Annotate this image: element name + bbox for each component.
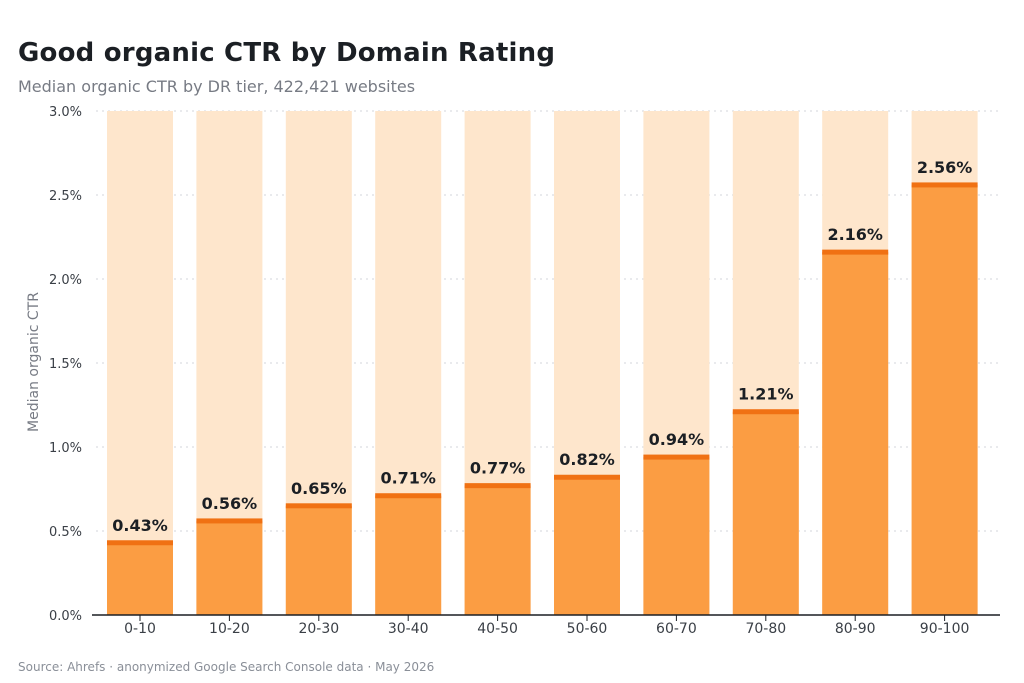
- data-label: 0.82%: [559, 450, 615, 469]
- bar: [285, 505, 352, 615]
- bar-cap: [285, 503, 352, 509]
- bar: [822, 252, 889, 615]
- data-label: 0.77%: [470, 459, 526, 478]
- chart-title: Good organic CTR by Domain Rating: [18, 38, 556, 68]
- y-axis-label: Median organic CTR: [26, 292, 42, 432]
- bar-cap: [554, 474, 620, 480]
- y-tick-label: 1.5%: [49, 357, 82, 372]
- bar: [732, 411, 799, 615]
- y-tick-label: 2.0%: [49, 273, 82, 288]
- y-tick-label: 2.5%: [49, 189, 82, 204]
- y-tick-label: 0.5%: [49, 525, 82, 540]
- bar: [107, 542, 173, 615]
- bars: [107, 182, 978, 616]
- x-tick-label: 30-40: [388, 621, 429, 637]
- data-label: 0.65%: [291, 479, 347, 498]
- x-tick-label: 60-70: [656, 621, 697, 637]
- bar: [643, 457, 710, 615]
- x-tick-label: 10-20: [209, 621, 250, 637]
- source-note: Source: Ahrefs · anonymized Google Searc…: [18, 660, 435, 674]
- data-label: 0.71%: [380, 469, 436, 488]
- data-labels: 0.43% 0.56% 0.65% 0.71% 0.77% 0.82% 0.94% 1.21%…: [112, 158, 972, 535]
- bar-track: [107, 111, 173, 615]
- y-tick-label: 0.0%: [49, 609, 82, 624]
- bar-cap: [196, 518, 263, 524]
- y-tick-label: 3.0%: [49, 105, 82, 120]
- bar-cap: [643, 454, 710, 460]
- data-label: 0.43%: [112, 516, 168, 535]
- x-tick-label: 20-30: [298, 621, 339, 637]
- y-tick-label: 1.0%: [49, 441, 82, 456]
- bar-cap: [822, 249, 889, 255]
- data-label: 2.56%: [917, 158, 973, 177]
- x-tick-label: 40-50: [477, 621, 518, 637]
- bar: [196, 520, 263, 615]
- bar-cap: [732, 409, 799, 415]
- bar: [464, 485, 531, 615]
- x-tick-label: 0-10: [124, 621, 156, 637]
- data-label: 2.16%: [827, 225, 883, 244]
- axes: 0.0% 0.5% 1.0% 1.5% 2.0% 2.5% 3.0% 0-10 10-20 20-…: [49, 105, 1000, 637]
- data-label: 0.94%: [649, 430, 705, 449]
- x-tick-label: 50-60: [567, 621, 608, 637]
- bar-cap: [107, 540, 173, 546]
- chart-subtitle: Median organic CTR by DR tier, 422,421 w…: [18, 77, 416, 96]
- bar: [911, 184, 978, 616]
- bar-cap: [375, 493, 442, 499]
- bar: [375, 495, 442, 615]
- bar-cap: [464, 483, 531, 489]
- data-label: 0.56%: [202, 494, 258, 513]
- bar-cap: [911, 182, 978, 188]
- bar: [554, 477, 620, 615]
- x-tick-label: 70-80: [745, 621, 786, 637]
- x-tick-label: 90-100: [920, 621, 970, 637]
- x-tick-label: 80-90: [835, 621, 876, 637]
- data-label: 1.21%: [738, 385, 794, 404]
